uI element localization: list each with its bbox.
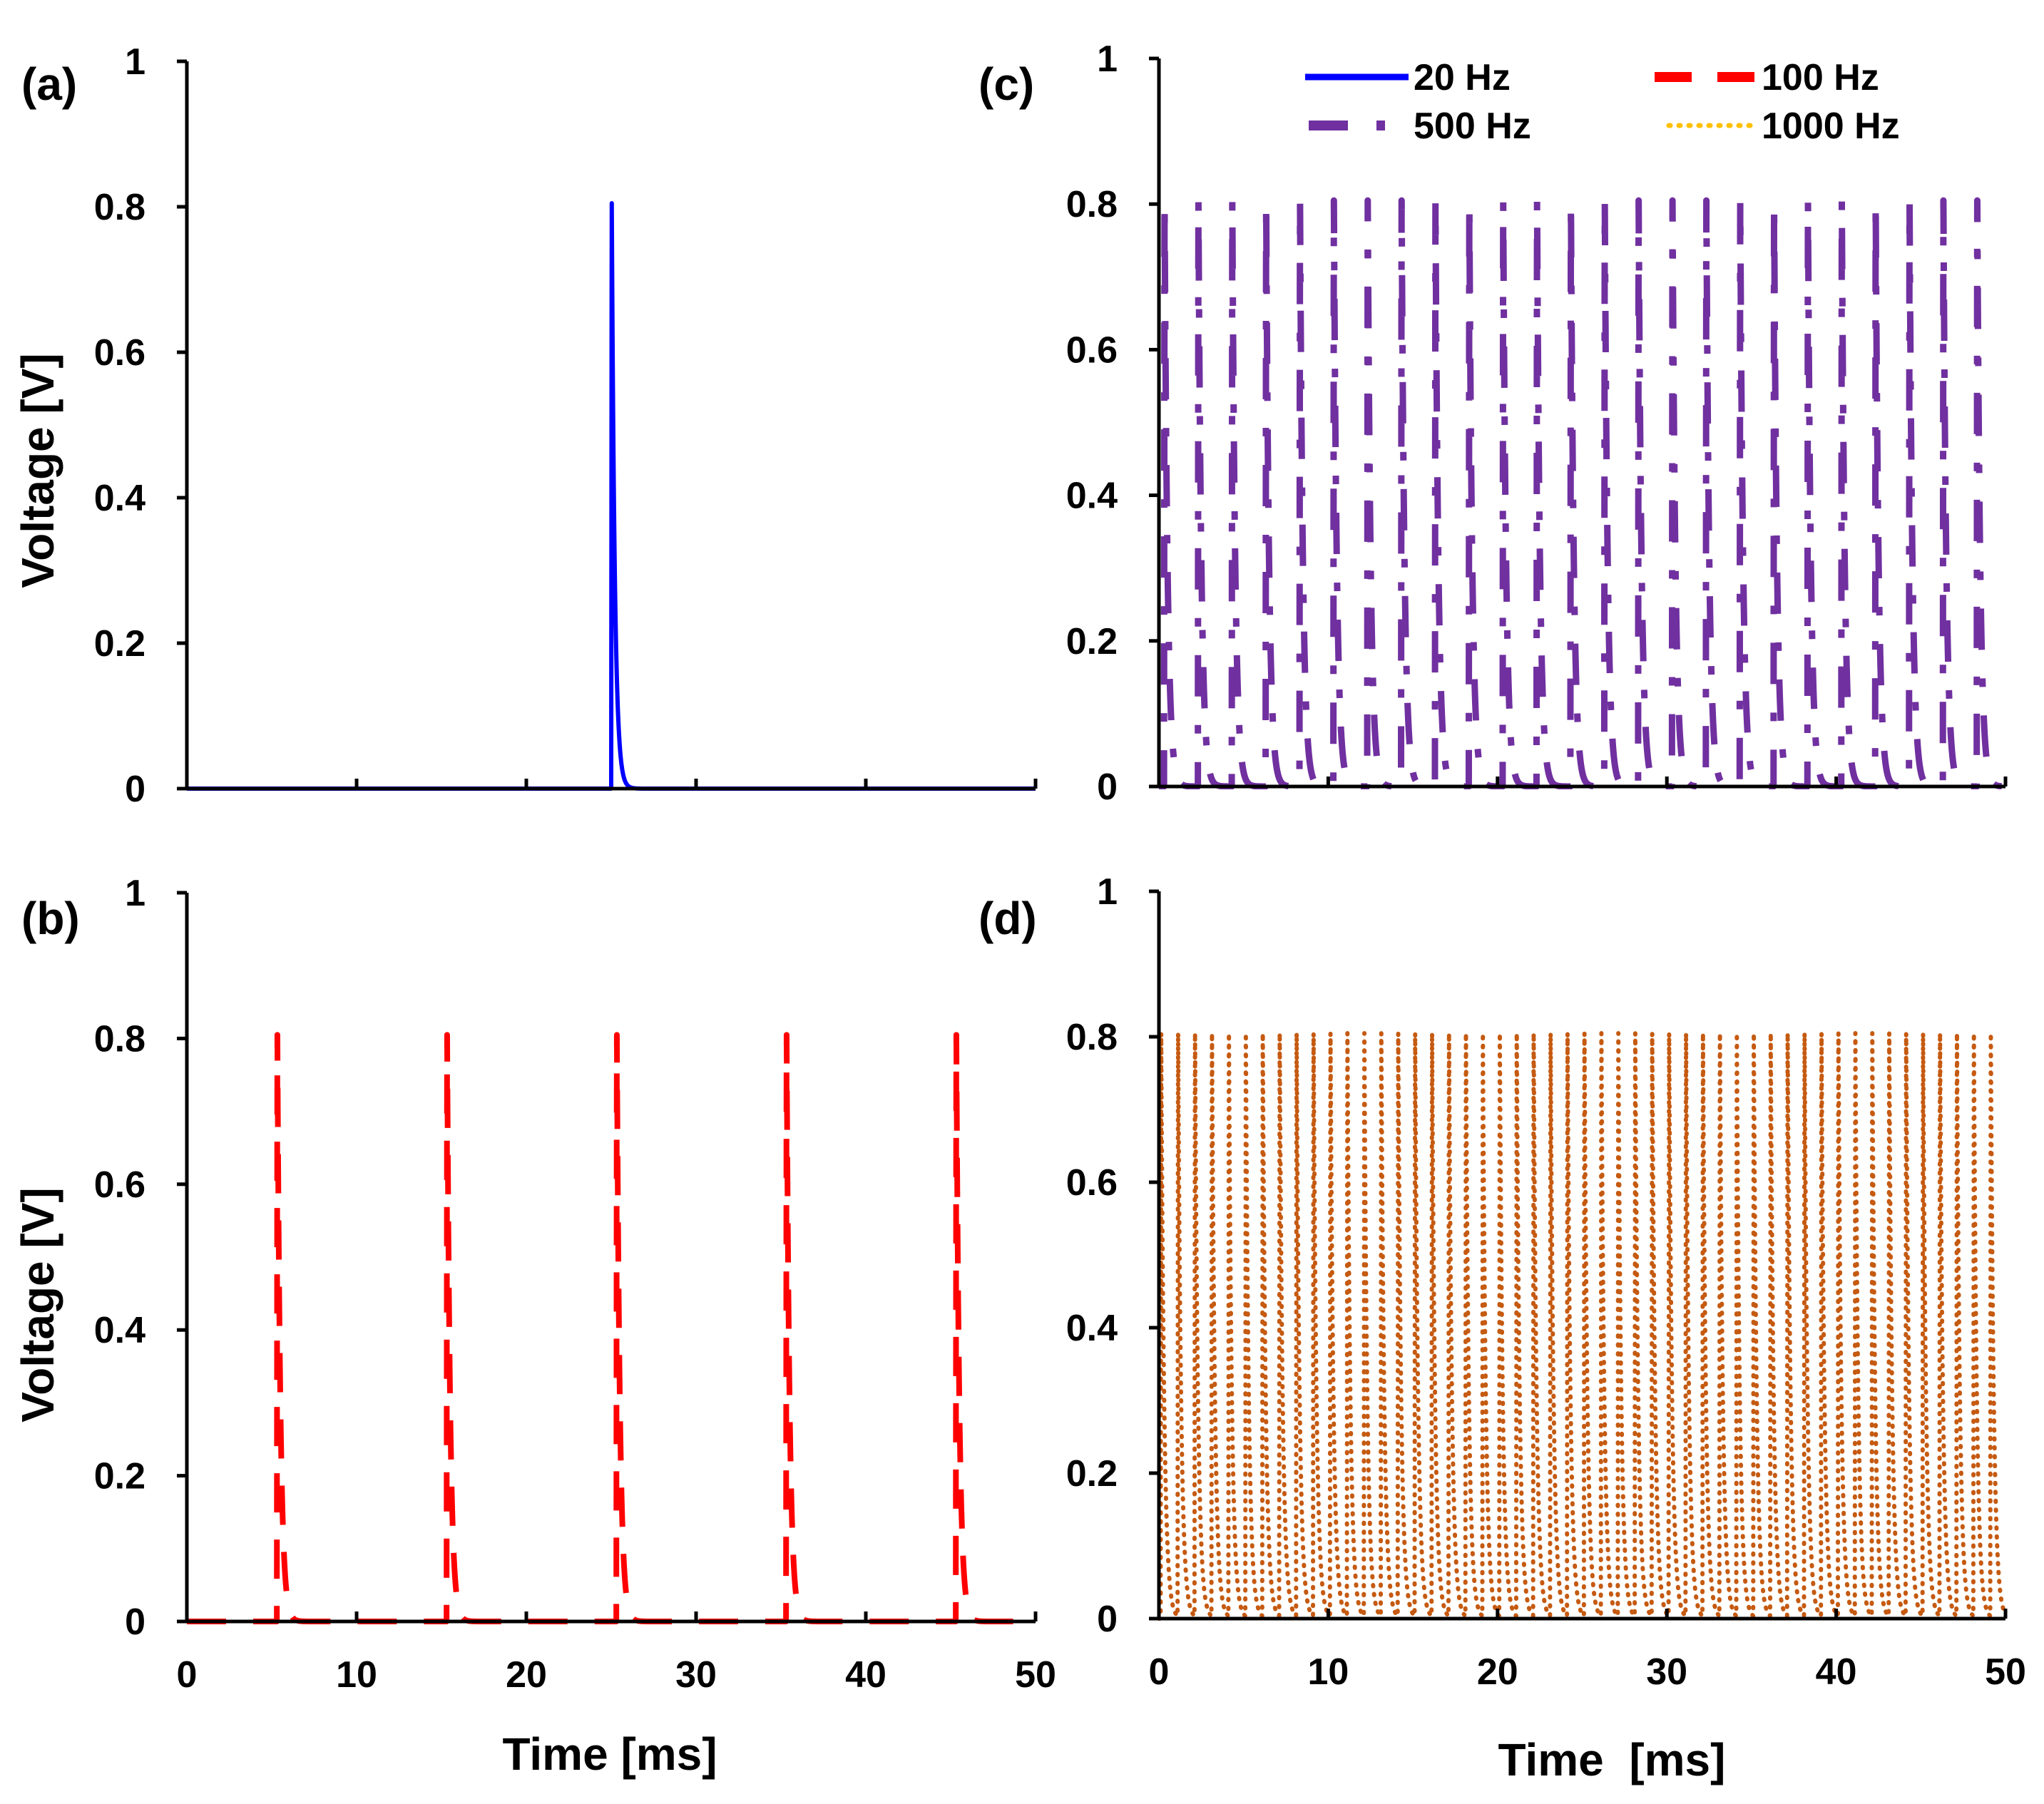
panel0-ytick-label-2: 0.4 [94,478,145,519]
panel3-ytick-label-4: 0.8 [1066,1017,1118,1058]
panel1-ytick-label-2: 0.4 [94,1310,145,1351]
panel-d-xlabel: Time [ms] [1498,1734,1726,1785]
panel-b: (b) Voltage [V] Time [ms] 0 0.2 0.4 0.6 0.8 1… [12,873,1056,1780]
panel3-series-1-line [1158,1030,2008,1621]
panel-a: (a) Voltage [V] 0 0.2 0.4 0.6 0.8 1 [12,41,1038,810]
panel-a-label: (a) [21,58,77,110]
panel0-ytick-label-5: 1 [125,41,145,83]
panel-c: (c) 0 0.2 0.4 0.6 0.8 1 [978,39,2009,808]
panel3-ytick-label-0: 0 [1097,1599,1118,1640]
panel-d-label: (d) [978,893,1037,944]
legend-label-100hz: 100 Hz [1762,57,1879,98]
panel2-ytick-label-0: 0 [1097,767,1118,808]
legend-entry-500hz: 500 Hz [1309,106,1531,147]
legend-label-20hz: 20 Hz [1414,57,1511,98]
panel2-ytick-label-1: 0.2 [1066,621,1118,662]
panel2-ytick-label-4: 0.8 [1066,184,1118,225]
panel3-ytick-label-2: 0.4 [1066,1308,1118,1349]
panel1-xtick-label-0: 0 [177,1654,198,1696]
legend-entry-20hz: 20 Hz [1305,57,1511,98]
panel-a-ylabel: Voltage [V] [12,353,63,588]
panel0-ytick-label-3: 0.6 [94,332,145,374]
panel1-xtick-label-2: 20 [506,1654,547,1696]
panel1-ytick-label-1: 0.2 [94,1456,145,1497]
panel2-ytick-label-3: 0.6 [1066,329,1118,371]
panel-b-label: (b) [21,893,80,944]
panel0-ytick-label-1: 0.2 [94,623,145,665]
panel2-ytick-label-2: 0.4 [1066,476,1118,517]
panel1-ytick-label-4: 0.8 [94,1018,145,1060]
panel3-ytick-label-1: 0.2 [1066,1453,1118,1495]
panel-b-xlabel: Time [ms] [502,1728,717,1780]
panel2-series-1-line [1158,197,2009,789]
panel3-xtick-label-0: 0 [1149,1651,1170,1693]
panel0-ytick-label-0: 0 [125,769,145,810]
panel3-xtick-label-5: 50 [1985,1651,2026,1693]
panel3-xtick-label-2: 20 [1477,1651,1518,1693]
panel1-series-1-line [185,1032,1038,1624]
panel1-xtick-label-3: 30 [675,1654,717,1696]
panel-b-ylabel: Voltage [V] [12,1187,63,1423]
panel1-ytick-label-0: 0 [125,1601,145,1643]
panel3-xtick-label-3: 30 [1646,1651,1687,1693]
panel0-series-1-line [185,200,1038,791]
legend-label-500hz: 500 Hz [1414,106,1531,147]
panel1-xtick-label-5: 50 [1015,1654,1056,1696]
panel1-ytick-label-3: 0.6 [94,1164,145,1206]
panel1-xtick-label-4: 40 [845,1654,886,1696]
panel1-ytick-label-5: 1 [125,873,145,914]
panel3-ytick-label-5: 1 [1097,871,1118,913]
legend: 20 Hz 100 Hz 500 Hz 1000 Hz [1305,57,1900,147]
panel-c-label: (c) [978,58,1034,110]
panel3-ytick-label-3: 0.6 [1066,1162,1118,1204]
panel0-ytick-label-4: 0.8 [94,187,145,228]
panel3-xtick-label-1: 10 [1307,1651,1349,1693]
panel3-xtick-label-4: 40 [1816,1651,1857,1693]
panel1-xtick-label-1: 10 [336,1654,377,1696]
legend-label-1000hz: 1000 Hz [1762,106,1900,147]
panel-d: (d) Time [ms] 00.20.40.60.810 10 20 30 40 50 [978,871,2026,1785]
panel2-ytick-label-5: 1 [1097,39,1118,80]
legend-entry-100hz: 100 Hz [1655,57,1879,98]
legend-entry-1000hz: 1000 Hz [1666,106,1900,147]
